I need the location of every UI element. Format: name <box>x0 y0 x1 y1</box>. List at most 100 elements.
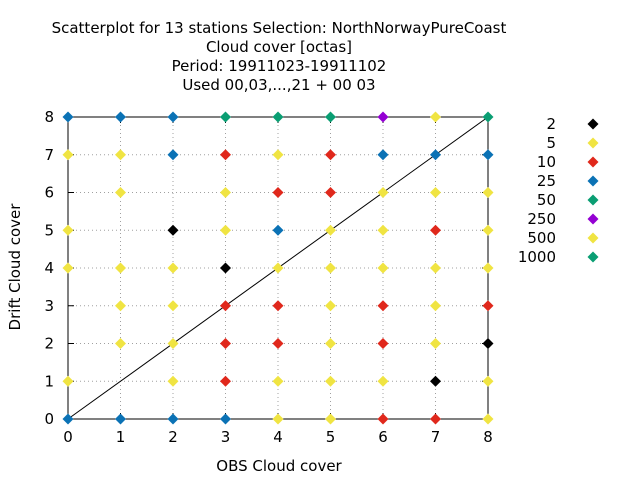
data-point-500 <box>430 262 441 274</box>
data-point-500 <box>482 224 494 236</box>
data-point-10 <box>220 338 231 349</box>
data-point-10 <box>377 338 389 349</box>
data-point-500 <box>430 111 441 123</box>
data-point-2 <box>167 224 179 236</box>
data-point-500 <box>430 300 441 312</box>
data-point-10 <box>430 413 441 425</box>
x-tick-label: 6 <box>378 428 388 446</box>
data-point-500 <box>62 375 74 387</box>
data-point-500 <box>220 224 231 236</box>
data-point-2 <box>430 375 441 387</box>
data-point-500 <box>272 149 284 161</box>
data-point-10 <box>272 338 284 349</box>
legend-label: 250 <box>527 210 556 228</box>
data-point-50 <box>272 111 284 123</box>
x-tick-label: 2 <box>168 428 178 446</box>
y-tick-label: 5 <box>44 221 54 239</box>
data-point-500 <box>482 413 494 425</box>
data-point-500 <box>220 187 231 198</box>
data-point-500 <box>377 375 389 387</box>
data-point-500 <box>430 338 441 349</box>
data-point-25 <box>62 111 74 123</box>
data-point-500 <box>167 300 179 312</box>
data-points <box>62 111 494 425</box>
y-tick-label: 1 <box>44 372 54 390</box>
data-point-25 <box>62 413 74 425</box>
legend-label: 25 <box>537 172 556 190</box>
data-point-10 <box>220 149 231 161</box>
legend-marker-10 <box>587 156 599 168</box>
data-point-500 <box>377 262 389 274</box>
y-tick-label: 4 <box>44 259 54 277</box>
x-axis-label: OBS Cloud cover <box>216 457 342 475</box>
x-tick-label: 4 <box>273 428 283 446</box>
chart-title: Scatterplot for 13 stations Selection: N… <box>52 19 507 94</box>
data-point-500 <box>62 149 74 161</box>
title-line-1: Scatterplot for 13 stations Selection: N… <box>52 19 507 37</box>
data-point-25 <box>482 149 494 161</box>
y-tick-label: 6 <box>44 184 54 202</box>
y-tick-label: 2 <box>44 335 54 353</box>
data-point-500 <box>430 187 441 198</box>
legend-label: 2 <box>546 115 556 133</box>
legend-marker-50 <box>587 194 599 206</box>
legend-marker-25 <box>587 175 599 187</box>
data-point-25 <box>167 149 179 161</box>
y-axis-ticks: 0 1 2 3 4 5 6 7 8 <box>44 108 488 428</box>
x-tick-label: 7 <box>431 428 441 446</box>
data-point-10 <box>377 413 389 425</box>
data-point-25 <box>167 413 179 425</box>
data-point-10 <box>220 300 231 312</box>
data-point-25 <box>115 111 126 123</box>
x-tick-label: 3 <box>221 428 231 446</box>
data-point-500 <box>272 375 284 387</box>
data-point-500 <box>325 413 336 425</box>
legend-marker-250 <box>587 213 599 225</box>
legend-label: 5 <box>546 134 556 152</box>
legend-marker-5 <box>587 137 599 149</box>
data-point-500 <box>272 413 284 425</box>
y-axis-label: Drift Cloud cover <box>6 203 24 331</box>
data-point-500 <box>115 262 126 274</box>
data-point-500 <box>167 338 179 349</box>
x-tick-label: 5 <box>326 428 336 446</box>
data-point-500 <box>377 224 389 236</box>
data-point-500 <box>115 338 126 349</box>
legend-label: 500 <box>527 229 556 247</box>
data-point-25 <box>220 413 231 425</box>
data-point-10 <box>325 149 336 161</box>
legend-marker-1000 <box>587 251 599 263</box>
y-tick-label: 0 <box>44 410 54 428</box>
data-point-25 <box>115 413 126 425</box>
data-point-10 <box>430 224 441 236</box>
x-tick-label: 1 <box>116 428 126 446</box>
data-point-500 <box>482 262 494 274</box>
data-point-500 <box>115 149 126 161</box>
legend-label: 50 <box>537 191 556 209</box>
data-point-500 <box>325 375 336 387</box>
data-point-500 <box>62 224 74 236</box>
data-point-10 <box>377 300 389 312</box>
data-point-10 <box>325 187 336 198</box>
data-point-50 <box>220 111 231 123</box>
data-point-10 <box>220 375 231 387</box>
title-line-3: Period: 19911023-19911102 <box>172 57 387 75</box>
data-point-10 <box>272 187 284 198</box>
data-point-25 <box>377 149 389 161</box>
title-line-2: Cloud cover [octas] <box>206 38 352 56</box>
x-tick-label: 0 <box>63 428 73 446</box>
data-point-10 <box>272 300 284 312</box>
data-point-500 <box>115 300 126 312</box>
data-point-500 <box>272 262 284 274</box>
data-point-500 <box>325 300 336 312</box>
y-tick-label: 7 <box>44 146 54 164</box>
data-point-1000 <box>482 111 494 123</box>
x-tick-label: 8 <box>483 428 493 446</box>
data-point-50 <box>325 111 336 123</box>
legend-label: 10 <box>537 153 556 171</box>
data-point-500 <box>482 187 494 198</box>
data-point-500 <box>377 187 389 198</box>
legend-label: 1000 <box>518 248 556 266</box>
